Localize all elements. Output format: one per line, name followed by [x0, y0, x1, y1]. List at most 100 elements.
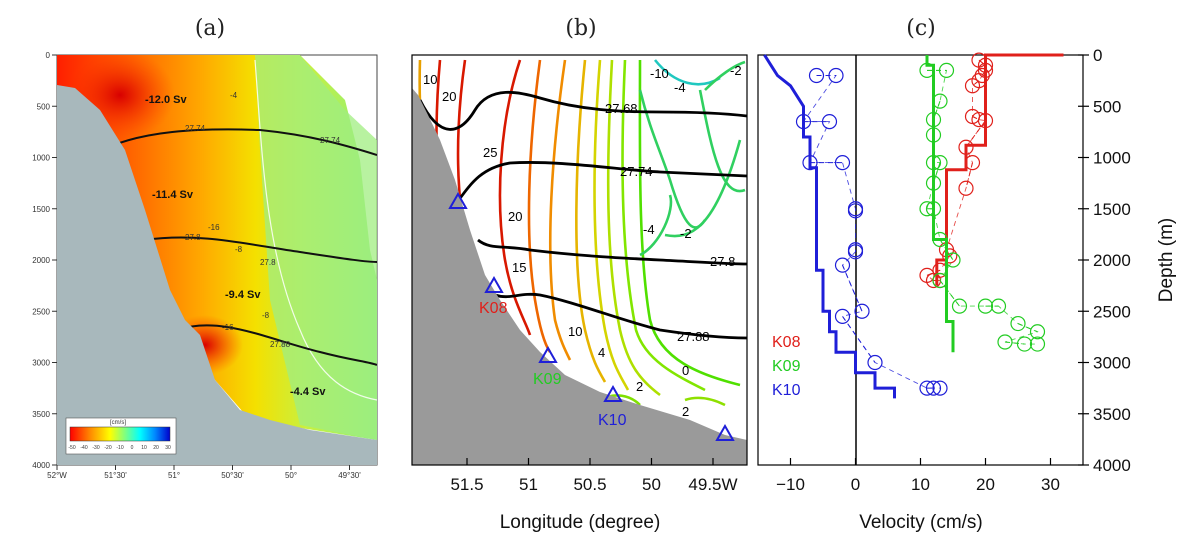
- c-xtick-label: 0: [851, 475, 860, 494]
- panel-c-series: [763, 52, 1064, 399]
- dashed-link-K08: [965, 162, 973, 189]
- point-K10: [932, 380, 948, 396]
- panel-b-frame: [411, 54, 748, 466]
- point-K09: [997, 334, 1013, 350]
- speed-label-13: -2: [730, 63, 742, 78]
- point-K08: [964, 155, 981, 171]
- transport-label-4: -4.4 Sv: [290, 386, 326, 398]
- panel-a-isopycnal-3: [177, 324, 377, 366]
- colorbar-tick-label: 0: [131, 445, 134, 451]
- panel-b-stations: [448, 191, 735, 441]
- point-K10: [925, 380, 942, 396]
- speed-label-14: -4: [643, 222, 655, 237]
- panel-c-ylabel: Depth (m): [1156, 218, 1177, 302]
- station-triangle-k10: [603, 384, 623, 402]
- colorbar-tick-label: -20: [104, 445, 111, 451]
- point-K09: [932, 93, 948, 109]
- point-K09: [951, 298, 968, 314]
- dashed-trace-K09: [926, 69, 1039, 345]
- isopycnal-label-1: 27.68: [605, 101, 638, 116]
- contour-a-label-4: -8: [262, 311, 270, 320]
- c-ytick-label: 3500: [1093, 405, 1131, 424]
- point-K08: [977, 57, 994, 73]
- colorbar-tick-label: -10: [116, 445, 123, 451]
- profile-K10: [763, 54, 896, 399]
- point-K09: [925, 175, 942, 191]
- a-xtick-label: 51°30': [104, 471, 127, 480]
- panel-a-y-axis: 0 500 1000 1500 2000 2500 3000 3500 4000: [32, 51, 57, 470]
- series-K08: [919, 52, 1064, 289]
- speed-label-15: -2: [680, 226, 692, 241]
- point-K10: [808, 67, 825, 84]
- point-K10: [834, 257, 851, 273]
- point-K09: [932, 231, 948, 248]
- panel-b-label: (b): [565, 16, 596, 41]
- a-ytick-label: 4000: [32, 461, 50, 470]
- a-xtick-label: 50°: [285, 471, 297, 480]
- a-xtick-label: 50°30': [221, 471, 244, 480]
- b-xtick-label: 51.5: [450, 475, 483, 494]
- colorbar-tick-label: 30: [165, 445, 171, 451]
- panel-b: (b): [411, 16, 748, 533]
- colorbar-tick-label: -40: [80, 445, 87, 451]
- transport-label-1: -12.0 Sv: [145, 94, 187, 106]
- profile-K08: [935, 53, 1064, 286]
- speed-label-1: 10: [423, 72, 437, 87]
- point-K09: [932, 272, 948, 289]
- a-ytick-label: 1000: [32, 154, 50, 163]
- panel-a-x-axis: 52°W 51°30' 51° 50°30' 50° 49°30': [47, 465, 361, 480]
- isopycnal-a-label-2: 27.74: [320, 136, 341, 145]
- point-K10: [821, 114, 838, 130]
- panel-c-x-axis: −10 0 10 20 30: [776, 458, 1060, 494]
- point-K10: [834, 308, 851, 324]
- isopycnal-label-4: 27.88: [677, 329, 710, 344]
- c-ytick-label: 1500: [1093, 200, 1131, 219]
- point-K09: [1010, 315, 1026, 332]
- b-xtick-label: 49.5W: [688, 475, 737, 494]
- a-ytick-label: 2000: [32, 256, 50, 265]
- c-xtick-label: −10: [776, 475, 805, 494]
- dashed-link-K08: [965, 120, 986, 148]
- c-ytick-label: 3000: [1093, 354, 1131, 373]
- c-ytick-label: 2000: [1093, 251, 1131, 270]
- isopycnal-a-label-3: 27.8: [185, 233, 201, 242]
- speed-label-6: 10: [568, 324, 582, 339]
- point-K09: [925, 201, 942, 217]
- contour-a-label-5: -16: [222, 323, 234, 332]
- panel-c: (c) −10 0 10 20 30 0 500 1000 1500 2000 2500 3000 3…: [757, 16, 1177, 533]
- panel-c-label: (c): [906, 16, 936, 41]
- c-xtick-label: 20: [976, 475, 995, 494]
- isopycnal-label-3: 27.8: [710, 254, 735, 269]
- b-xtick-label: 51: [519, 475, 538, 494]
- c-xtick-label: 10: [911, 475, 930, 494]
- a-ytick-label: 0: [46, 51, 51, 60]
- series-K09: [919, 55, 1046, 353]
- point-K08: [977, 112, 994, 129]
- a-ytick-label: 3500: [32, 410, 50, 419]
- speed-label-9: 2: [682, 404, 689, 419]
- point-K09: [1016, 336, 1033, 352]
- panel-b-contour-labels: 10 20 25 20 15 10 4 2 2 0 -10 -4 -2 -4 -…: [423, 63, 742, 419]
- transport-label-3: -9.4 Sv: [225, 289, 261, 301]
- panel-c-xlabel: Velocity (cm/s): [859, 512, 983, 533]
- c-ytick-label: 1000: [1093, 149, 1131, 168]
- c-ytick-label: 0: [1093, 46, 1102, 65]
- legend-k08: K08: [772, 334, 801, 351]
- c-ytick-label: 500: [1093, 97, 1121, 116]
- point-K10: [847, 203, 864, 219]
- a-ytick-label: 3000: [32, 359, 50, 368]
- colorbar-tick-label: -50: [68, 445, 75, 451]
- panel-a-label: (a): [195, 16, 225, 41]
- station-triangle-1: [448, 191, 468, 209]
- colorbar-tick-label: 10: [141, 445, 147, 451]
- isopycnal-a-label-4: 27.8: [260, 258, 276, 267]
- a-ytick-label: 2500: [32, 307, 50, 316]
- legend-k10: K10: [772, 382, 801, 399]
- station-label-k09: K09: [533, 371, 562, 388]
- point-K08: [958, 139, 974, 155]
- colorbar-ticks: -50 -40 -30 -20 -10 0 10 20 30: [68, 445, 171, 451]
- point-K10: [834, 155, 851, 171]
- b-xtick-label: 50.5: [573, 475, 606, 494]
- point-K09: [945, 252, 961, 268]
